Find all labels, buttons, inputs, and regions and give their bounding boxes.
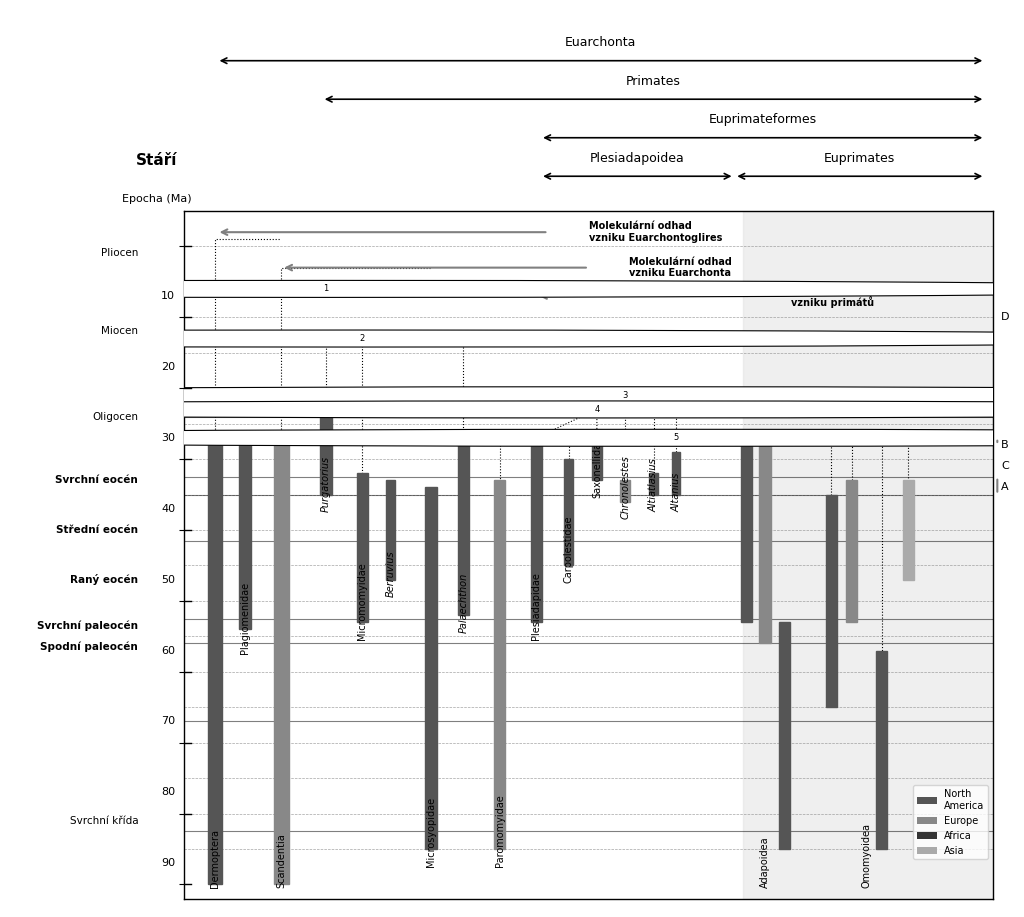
Text: Microsyopidae: Microsyopidae (426, 797, 436, 867)
Text: 5: 5 (674, 434, 679, 442)
Text: B: B (1001, 440, 1009, 450)
Text: Svrchní paleocén: Svrchní paleocén (37, 621, 138, 631)
Text: Euprimates: Euprimates (824, 151, 895, 165)
Bar (903, 481, 914, 580)
Text: Stáří: Stáří (136, 153, 177, 169)
Bar (876, 650, 888, 849)
Text: Altiatlasius: Altiatlasius (648, 458, 658, 513)
Bar (208, 437, 222, 885)
Text: A: A (1001, 482, 1009, 492)
Text: 20: 20 (161, 362, 175, 372)
Bar (564, 459, 573, 566)
Text: 2: 2 (359, 334, 365, 343)
Text: D: D (1001, 313, 1010, 322)
Text: Plesiadapoidea: Plesiadapoidea (590, 151, 685, 165)
Text: Paromomyidae: Paromomyidae (495, 794, 505, 867)
Bar (760, 445, 771, 644)
Text: Scandentia: Scandentia (276, 834, 287, 888)
Bar (621, 481, 630, 502)
Bar (321, 416, 332, 494)
Text: C: C (1001, 461, 1009, 471)
Text: Miocen: Miocen (101, 326, 138, 337)
Bar (458, 437, 469, 615)
Text: Palaechthon: Palaechthon (459, 572, 468, 633)
Text: Pliocen: Pliocen (101, 249, 138, 259)
Bar (779, 622, 791, 849)
Bar (742, 211, 993, 899)
Bar (274, 437, 289, 885)
Bar (825, 494, 838, 707)
Text: Omomyoidea: Omomyoidea (861, 823, 871, 888)
Text: 10: 10 (161, 291, 175, 301)
Text: Molekulární odhad
vzniku primátů: Molekulární odhad vzniku primátů (791, 284, 894, 308)
Bar (846, 481, 857, 622)
Bar (672, 452, 680, 494)
Text: 4: 4 (594, 405, 599, 414)
Text: Purgatorius: Purgatorius (321, 456, 331, 513)
Text: 90: 90 (161, 858, 175, 868)
Text: Primates: Primates (626, 74, 681, 88)
Text: Střední eocén: Střední eocén (56, 525, 138, 535)
Text: Chronolestes: Chronolestes (621, 456, 630, 519)
Text: Epocha (Ma): Epocha (Ma) (122, 193, 191, 204)
Text: Adapoidea: Adapoidea (760, 836, 770, 888)
Circle shape (0, 429, 1024, 447)
Text: 80: 80 (161, 788, 175, 797)
Text: Euprimateformes: Euprimateformes (709, 113, 817, 127)
Text: Molekulární odhad
vzniku Euarchontoglires: Molekulární odhad vzniku Euarchontoglire… (589, 221, 722, 243)
Bar (741, 445, 753, 622)
Text: Altanius: Altanius (671, 473, 681, 513)
Text: Saxonellidae: Saxonellidae (592, 436, 602, 498)
Bar (356, 473, 368, 622)
Circle shape (0, 387, 1024, 403)
Text: Plesiadapidae: Plesiadapidae (531, 572, 542, 640)
Text: 1: 1 (324, 284, 329, 293)
Circle shape (0, 281, 1024, 297)
Text: Berruvius: Berruvius (386, 551, 395, 597)
Text: 70: 70 (161, 716, 175, 726)
Bar (386, 481, 395, 580)
Text: 3: 3 (623, 391, 628, 400)
Bar (649, 473, 657, 494)
Text: 60: 60 (161, 646, 175, 656)
Bar (240, 445, 251, 629)
Text: Euarchonta: Euarchonta (565, 36, 637, 50)
Text: Spodní paleocén: Spodní paleocén (41, 642, 138, 652)
Text: Molekulární odhad
vzniku Euarchonta: Molekulární odhad vzniku Euarchonta (629, 257, 732, 279)
Legend: North
America, Europe, Africa, Asia: North America, Europe, Africa, Asia (913, 786, 988, 859)
Text: Dermoptera: Dermoptera (210, 829, 220, 888)
Bar (495, 481, 506, 849)
Text: 30: 30 (161, 433, 175, 443)
Text: Oligocen: Oligocen (92, 412, 138, 422)
Circle shape (0, 401, 1024, 418)
Text: Plagiomenidae: Plagiomenidae (240, 582, 250, 654)
Text: 50: 50 (161, 575, 175, 585)
Text: Svrchní eocén: Svrchní eocén (55, 475, 138, 485)
Bar (530, 437, 542, 622)
Circle shape (0, 330, 1024, 347)
Text: 40: 40 (161, 503, 175, 514)
Text: Raný eocén: Raný eocén (71, 574, 138, 585)
Text: Micromomyidae: Micromomyidae (357, 562, 368, 640)
Text: Svrchní křída: Svrchní křída (70, 815, 138, 825)
Bar (592, 445, 602, 481)
Text: Carpolestidae: Carpolestidae (563, 515, 573, 583)
Bar (425, 488, 436, 849)
